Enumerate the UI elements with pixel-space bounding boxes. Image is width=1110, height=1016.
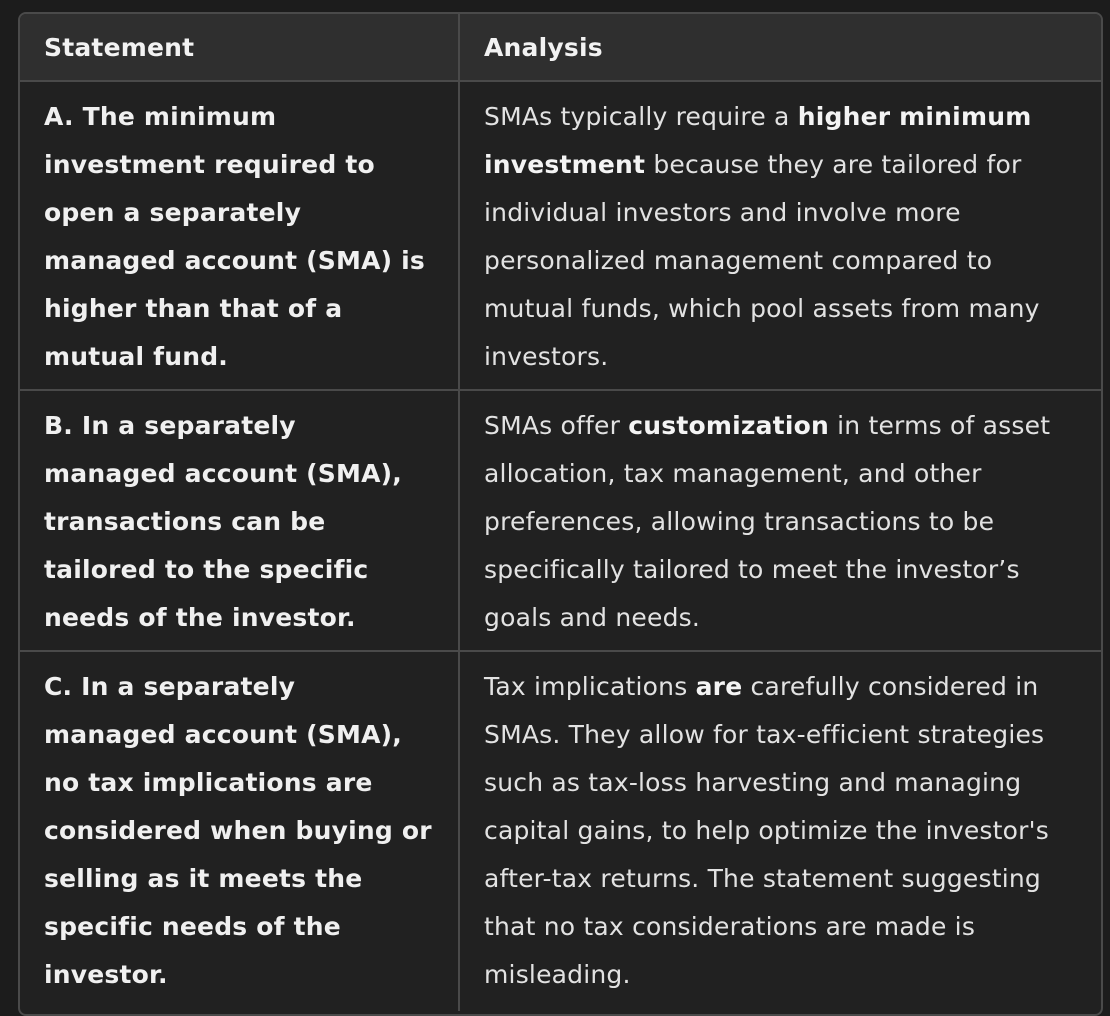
header-analysis: Analysis	[459, 14, 1101, 82]
analysis-cell: Tax implications are carefully considere…	[459, 651, 1101, 1011]
analysis-text: SMAs offer	[484, 411, 629, 440]
analysis-emphasis: higher minimum investment	[484, 102, 1032, 179]
analysis-emphasis: are	[695, 672, 743, 701]
analysis-emphasis: customization	[628, 411, 829, 440]
analysis-cell: SMAs typically require a higher minimum …	[459, 81, 1101, 391]
statement-cell: C. In a separately managed account (SMA)…	[20, 651, 460, 1011]
chat-response-area: Statement Analysis A. The minimum invest…	[18, 12, 1103, 1016]
analysis-cell: SMAs offer customization in terms of ass…	[459, 390, 1101, 652]
table-header-row: Statement Analysis	[20, 14, 1101, 82]
analysis-text: Tax implications	[484, 672, 696, 701]
analysis-text: carefully considered in SMAs. They allow…	[484, 672, 1049, 989]
table-row: C. In a separately managed account (SMA)…	[20, 651, 1101, 1011]
analysis-text: SMAs typically require a	[484, 102, 798, 131]
statement-cell: B. In a separately managed account (SMA)…	[20, 390, 460, 652]
analysis-text: because they are tailored for individual…	[484, 150, 1040, 371]
table-row: B. In a separately managed account (SMA)…	[20, 390, 1101, 652]
statement-analysis-table: Statement Analysis A. The minimum invest…	[20, 14, 1101, 1011]
header-statement: Statement	[20, 14, 460, 82]
analysis-table-container: Statement Analysis A. The minimum invest…	[18, 12, 1103, 1016]
statement-cell: A. The minimum investment required to op…	[20, 81, 460, 391]
table-row: A. The minimum investment required to op…	[20, 81, 1101, 391]
analysis-text: in terms of asset allocation, tax manage…	[484, 411, 1051, 632]
